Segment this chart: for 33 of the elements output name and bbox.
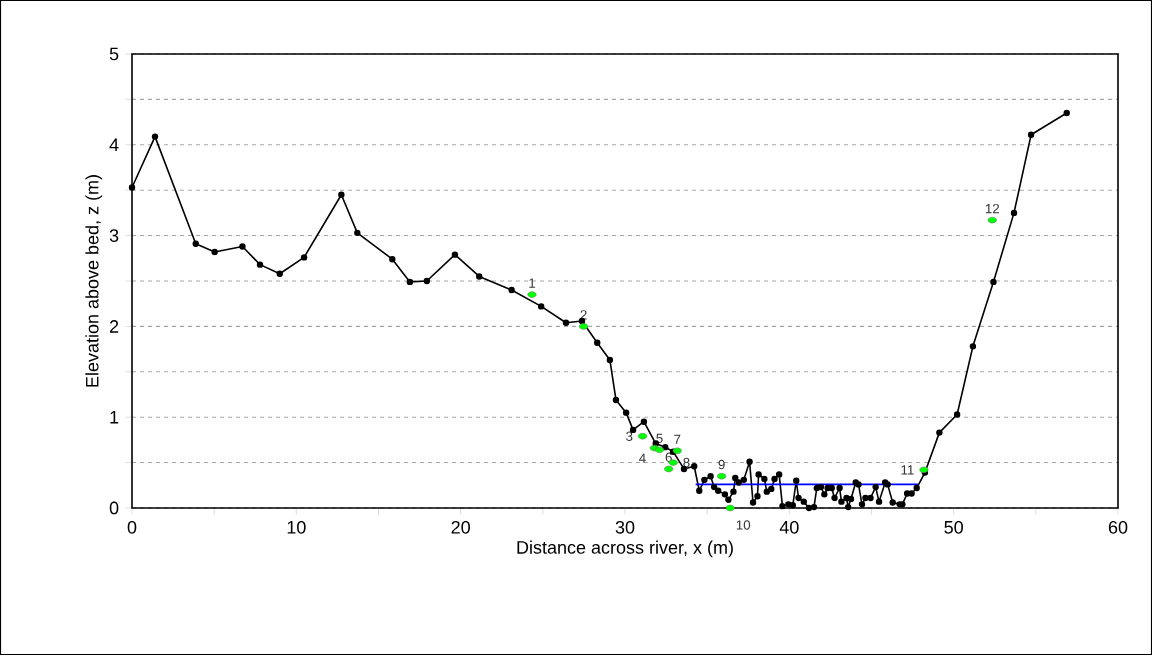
x-axis-title: Distance across river, x (m) [517,540,733,558]
point [664,465,674,473]
x-tick-label: 10 [287,520,306,534]
annotation: 9 [718,459,725,470]
x-tick-label: 20 [451,520,470,534]
annotation: 1 [529,278,536,288]
annotation: 11 [901,465,914,475]
annotation: 6 [665,452,672,462]
y-tick-label: 4 [109,138,119,151]
y-tick-label: 2 [109,320,119,333]
x-tick-label: 0 [127,520,137,534]
annotation: 3 [626,431,633,441]
point [638,433,648,440]
y-tick-label: 1 [110,411,119,424]
point [654,446,665,454]
annotation: 8 [683,457,690,468]
point [527,291,537,298]
annotation: 4 [639,453,646,463]
point [579,323,589,330]
point [717,473,727,480]
point [672,447,682,454]
x-tick-label: 50 [944,520,963,534]
annotation: 7 [674,434,681,444]
x-tick-label: 60 [1108,520,1128,534]
annotation: 12 [985,203,1000,214]
y-tick-label: 3 [109,229,119,242]
x-tick-label: 30 [615,520,635,534]
point [725,504,735,512]
y-tick-label: 0 [109,501,119,515]
x-tick-label: 40 [779,520,799,534]
point [987,216,997,224]
y-axis-title: Elevation above bed, z (m) [85,175,103,387]
y-tick-label: 5 [109,47,119,61]
